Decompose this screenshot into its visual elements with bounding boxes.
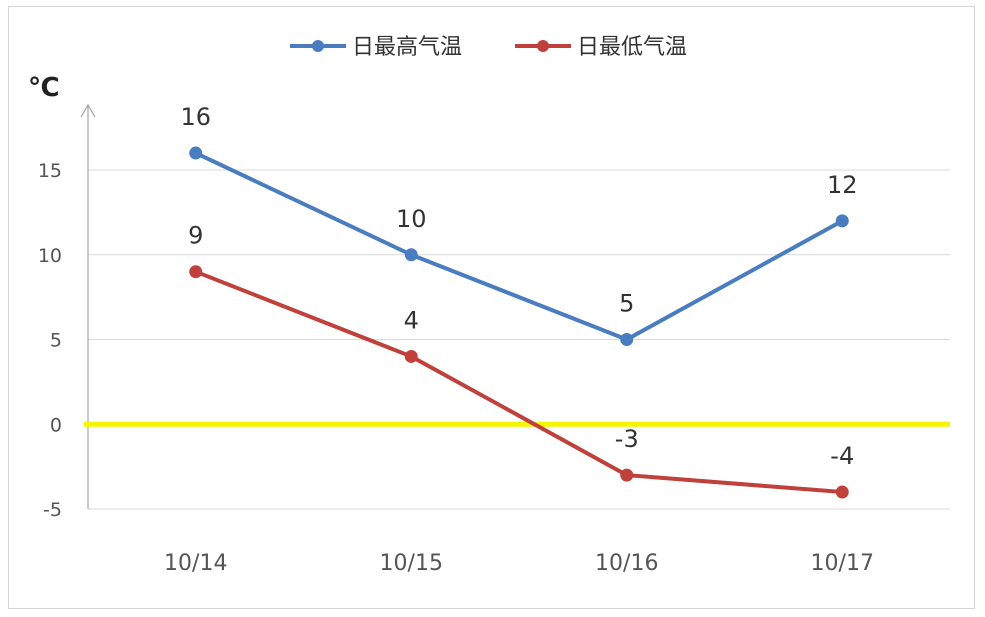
legend-marker <box>537 40 549 52</box>
y-axis-unit-label: ℃ <box>28 73 59 103</box>
legend-label: 日最高气温 <box>352 35 462 60</box>
axes <box>80 103 96 509</box>
x-tick-label: 10/16 <box>595 551 658 576</box>
y-tick-labels: 15 10 5 0 -5 <box>38 160 62 521</box>
x-tick-labels: 10/14 10/15 10/16 10/17 <box>164 551 874 576</box>
data-label: -3 <box>615 425 639 453</box>
data-label: 12 <box>827 171 858 199</box>
data-point <box>404 248 418 262</box>
gridlines <box>88 169 950 510</box>
data-label: -4 <box>830 442 854 470</box>
y-tick-label: 15 <box>38 160 62 182</box>
data-point <box>189 265 203 279</box>
legend: 日最高气温 日最低气温 <box>290 35 687 60</box>
x-tick-label: 10/17 <box>811 551 874 576</box>
y-tick-label: 5 <box>50 330 62 352</box>
series-line <box>194 151 844 342</box>
y-tick-label: -5 <box>43 499 62 521</box>
legend-label: 日最低气温 <box>577 35 687 60</box>
data-point <box>189 146 203 160</box>
data-label: 4 <box>404 306 419 334</box>
series-group: 16 10 5 12 9 4 -3 -4 <box>180 103 858 499</box>
data-point <box>404 349 418 363</box>
y-tick-label: 0 <box>50 414 62 436</box>
x-tick-label: 10/14 <box>164 551 227 576</box>
legend-marker <box>312 40 324 52</box>
data-point <box>620 468 634 482</box>
data-label: 5 <box>619 290 634 318</box>
x-tick-label: 10/15 <box>380 551 443 576</box>
series-line <box>195 269 843 495</box>
y-axis-arrow <box>80 103 96 118</box>
data-point <box>835 485 849 499</box>
data-point <box>620 333 634 346</box>
data-label: 16 <box>180 103 211 131</box>
data-point <box>835 214 849 228</box>
data-label: 10 <box>396 205 427 233</box>
y-tick-label: 10 <box>38 245 62 267</box>
data-label: 9 <box>188 222 203 250</box>
